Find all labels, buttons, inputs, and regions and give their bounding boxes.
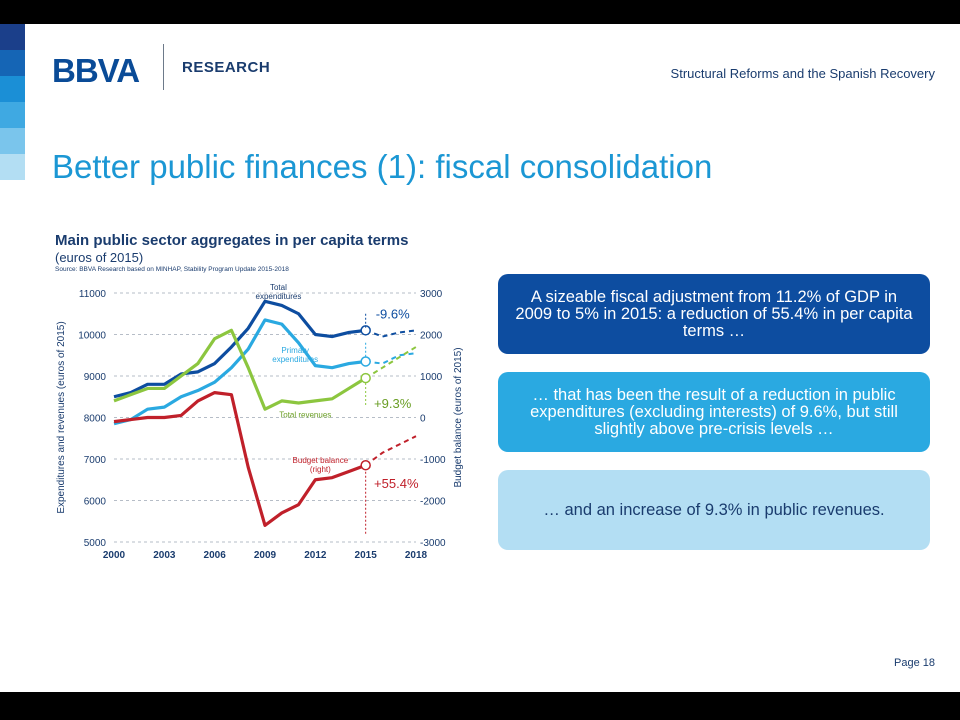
y2-axis-label: Budget balance (euros of 2015) xyxy=(453,347,464,487)
x-tick-label: 2003 xyxy=(153,550,176,561)
decor-stripe-6 xyxy=(0,154,25,180)
annotation-total-exp: -9.6% xyxy=(376,307,410,322)
label-budget-balance-line2: (right) xyxy=(310,465,331,474)
decor-stripe-4 xyxy=(0,102,25,128)
y-tick-label: 5000 xyxy=(84,538,107,549)
decor-stripe-3 xyxy=(0,76,25,102)
y2-tick-label: -1000 xyxy=(420,455,446,466)
y2-tick-label: 1000 xyxy=(420,372,443,383)
presentation-title: Structural Reforms and the Spanish Recov… xyxy=(670,66,935,81)
label-primary-expenditures-line1: Primary xyxy=(281,346,309,355)
y2-tick-label: 0 xyxy=(420,414,426,425)
x-tick-label: 2006 xyxy=(204,550,227,561)
x-tick-label: 2018 xyxy=(405,550,428,561)
slide: BBVA RESEARCH Structural Reforms and the… xyxy=(0,24,960,692)
decor-stripe-1 xyxy=(0,24,25,50)
x-tick-label: 2015 xyxy=(355,550,378,561)
logo-separator xyxy=(163,44,164,90)
y-axis-label: Expenditures and revenues (euros of 2015… xyxy=(56,321,67,513)
y2-tick-label: -2000 xyxy=(420,497,446,508)
bbva-logo: BBVA xyxy=(52,52,140,89)
series-total-revenues-marker-2015 xyxy=(360,372,371,384)
label-primary-expenditures-line2: expenditures xyxy=(272,355,318,364)
y-tick-label: 7000 xyxy=(84,455,107,466)
decor-stripe-5 xyxy=(0,128,25,154)
series-budget-balance-marker-2015 xyxy=(360,459,371,471)
chart-source: Source: BBVA Research based on MINHAP, S… xyxy=(55,266,289,273)
y-tick-label: 6000 xyxy=(84,497,107,508)
line-chart: 500060007000800090001000011000-3000-2000… xyxy=(56,283,464,561)
callout-revenue-increase: … and an increase of 9.3% in public reve… xyxy=(498,470,930,550)
callout-fiscal-adjustment: A sizeable fiscal adjustment from 11.2% … xyxy=(498,274,930,354)
series-budget-balance-forecast xyxy=(365,435,417,467)
x-tick-label: 2000 xyxy=(103,550,126,561)
y-tick-label: 9000 xyxy=(84,372,107,383)
y-tick-label: 8000 xyxy=(84,414,107,425)
x-tick-label: 2012 xyxy=(304,550,327,561)
y2-tick-label: -3000 xyxy=(420,538,446,549)
label-budget-balance-line1: Budget balance xyxy=(293,456,349,465)
y2-tick-label: 2000 xyxy=(420,331,443,342)
y2-tick-label: 3000 xyxy=(420,289,443,300)
decor-stripe-2 xyxy=(0,50,25,76)
y-tick-label: 11000 xyxy=(79,289,107,300)
annotation-revenues: +9.3% xyxy=(374,396,412,411)
series-primary-expenditures-marker-2015 xyxy=(360,356,371,367)
chart-subtitle: (euros of 2015) xyxy=(55,250,144,265)
x-tick-label: 2009 xyxy=(254,550,277,561)
callout-expenditure-reduction: … that has been the result of a reductio… xyxy=(498,372,930,452)
y-tick-label: 10000 xyxy=(78,331,106,342)
chart-title: Main public sector aggregates in per cap… xyxy=(55,232,409,249)
series-total-revenues-forecast xyxy=(365,346,417,379)
series-total-expenditures-line xyxy=(113,299,366,399)
label-total-revenues: Total revenues xyxy=(279,411,331,420)
page-number: Page 18 xyxy=(894,657,935,669)
research-label: RESEARCH xyxy=(182,59,271,76)
label-total-expenditures-line2: expenditures xyxy=(256,292,302,301)
slide-title: Better public finances (1): fiscal conso… xyxy=(52,148,713,185)
label-total-expenditures-line1: Total xyxy=(270,283,287,292)
series-total-revenues-line xyxy=(113,328,367,411)
series-primary-expenditures-line xyxy=(113,318,366,426)
annotation-budget: +55.4% xyxy=(374,476,419,491)
series-total-expenditures-forecast xyxy=(365,329,417,338)
series-budget-balance-line xyxy=(113,390,367,527)
